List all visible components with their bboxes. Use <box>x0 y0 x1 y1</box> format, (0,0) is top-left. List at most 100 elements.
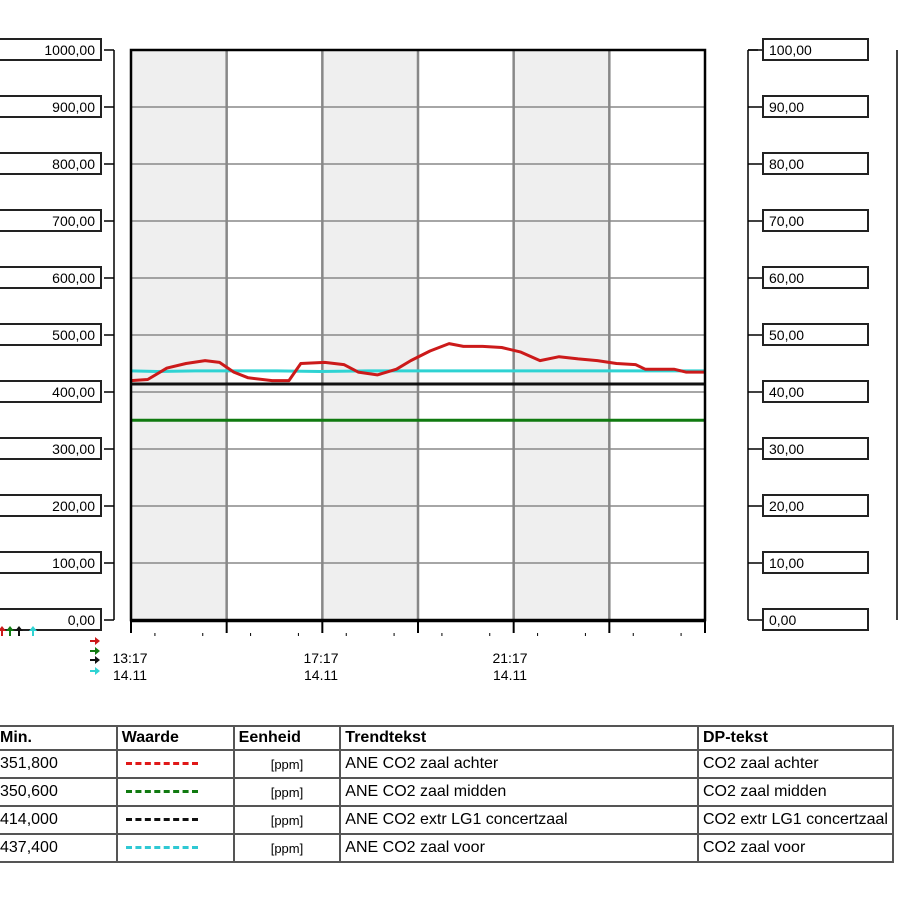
right-tick-box <box>762 551 869 574</box>
legend-trendtekst-cell: ANE CO2 zaal midden <box>339 777 699 807</box>
cyan-arrow-icon <box>29 626 37 636</box>
legend-min-cell: 350,600 <box>0 777 118 807</box>
right-tick-label: 60,00 <box>769 270 804 286</box>
black-arrow-icon <box>15 626 23 636</box>
left-tick-box <box>0 152 102 175</box>
green-arrow-icon <box>90 647 100 655</box>
header-eenheid: Eenheid <box>232 725 342 751</box>
left-tick-label: 900,00 <box>52 99 95 115</box>
arrow-shape <box>90 647 100 655</box>
right-tick-box <box>762 323 869 346</box>
header-dp-tekst: DP-tekst <box>697 725 894 751</box>
left-tick-label: 100,00 <box>52 555 95 571</box>
right-tick-box <box>762 380 869 403</box>
right-tick-label: 90,00 <box>769 99 804 115</box>
legend-dp-tekst-cell: CO2 zaal voor <box>697 833 894 863</box>
right-tick-box <box>762 437 869 460</box>
legend-trendtekst-cell: ANE CO2 zaal voor <box>339 833 699 863</box>
left-tick-label: 400,00 <box>52 384 95 400</box>
right-tick-box <box>762 95 869 118</box>
legend-table: Min. Waarde Eenheid Trendtekst DP-tekst … <box>0 725 894 863</box>
red-arrow-icon <box>0 626 6 636</box>
series-line <box>130 369 705 373</box>
right-tick-box <box>762 494 869 517</box>
right-tick-label: 100,00 <box>769 42 812 58</box>
right-axis: 100,00 90,00 80,00 70,00 60,00 50,00 40,00 30,0… <box>747 38 898 631</box>
time-tick-time: 17:17 <box>303 650 339 666</box>
time-tick-date: 14.11 <box>304 667 338 683</box>
legend-row: 437,400 [ppm] ANE CO2 zaal voor CO2 zaal vo… <box>0 833 894 863</box>
time-tick-label: 17:17 14.11 <box>291 650 351 684</box>
right-tick-label: 50,00 <box>769 327 804 343</box>
right-tick-box <box>762 608 869 631</box>
legend-dp-tekst-cell: CO2 zaal midden <box>697 777 894 807</box>
plot-grid <box>131 50 705 620</box>
right-tick-box <box>762 209 869 232</box>
header-min: Min. <box>0 725 118 751</box>
bottom-axis <box>130 619 706 636</box>
legend-min-cell: 414,000 <box>0 805 118 835</box>
right-tick-box <box>762 152 869 175</box>
right-tick-label: 20,00 <box>769 498 804 514</box>
trend-chart: 1000,00 900,00 800,00 700,00 600,00 500,00 400… <box>0 38 898 675</box>
series-ane-co2-zaal-voor <box>130 369 706 373</box>
series-line <box>130 342 705 383</box>
legend-row: 350,600 [ppm] ANE CO2 zaal midden CO2 zaal … <box>0 777 894 807</box>
arrow-shape <box>29 626 37 636</box>
left-tick-box <box>0 551 102 574</box>
legend-eenheid-cell: [ppm] <box>232 777 342 807</box>
left-tick-label: 1000,00 <box>44 42 95 58</box>
arrow-shape <box>90 637 100 645</box>
left-tick-box <box>0 494 102 517</box>
legend-header-row: Min. Waarde Eenheid Trendtekst DP-tekst <box>0 725 894 751</box>
red-arrow-icon <box>90 637 100 645</box>
legend-dp-tekst-cell: CO2 extr LG1 concertzaal <box>697 805 894 835</box>
arrow-shape <box>15 626 23 636</box>
left-axis: 1000,00 900,00 800,00 700,00 600,00 500,00 400… <box>0 38 115 631</box>
legend-waarde-cell <box>115 749 235 779</box>
legend-waarde-cell <box>115 833 235 863</box>
legend-eenheid-cell: [ppm] <box>232 805 342 835</box>
time-tick-time: 21:17 <box>492 650 528 666</box>
right-tick-label: 70,00 <box>769 213 804 229</box>
legend-line-sample <box>125 762 198 766</box>
right-tick-label: 0,00 <box>769 612 796 628</box>
time-tick-time: 13:17 <box>112 650 148 666</box>
legend-line-sample <box>125 846 198 850</box>
left-tick-label: 500,00 <box>52 327 95 343</box>
black-arrow-icon <box>90 656 100 664</box>
cyan-arrow-icon <box>90 667 100 675</box>
left-tick-box <box>0 38 102 61</box>
left-tick-label: 0,00 <box>68 612 95 628</box>
time-tick-date: 14.11 <box>113 667 147 683</box>
time-tick-date: 14.11 <box>493 667 527 683</box>
legend-dp-tekst-cell: CO2 zaal achter <box>697 749 894 779</box>
left-tick-label: 800,00 <box>52 156 95 172</box>
legend-min-cell: 351,800 <box>0 749 118 779</box>
legend-line-sample <box>125 818 198 822</box>
time-tick-label: 13:17 14.11 <box>100 650 160 684</box>
legend-eenheid-cell: [ppm] <box>232 833 342 863</box>
legend-trendtekst-cell: ANE CO2 extr LG1 concertzaal <box>339 805 699 835</box>
legend-waarde-cell <box>115 805 235 835</box>
left-tick-label: 600,00 <box>52 270 95 286</box>
legend-min-cell: 437,400 <box>0 833 118 863</box>
left-tick-label: 200,00 <box>52 498 95 514</box>
legend-trendtekst-cell: ANE CO2 zaal achter <box>339 749 699 779</box>
arrow-shape <box>0 626 6 636</box>
right-tick-label: 40,00 <box>769 384 804 400</box>
green-arrow-icon <box>6 626 14 636</box>
legend-line-sample <box>125 790 198 794</box>
header-waarde: Waarde <box>115 725 235 751</box>
header-trendtekst: Trendtekst <box>339 725 699 751</box>
arrow-shape <box>6 626 14 636</box>
time-tick-label: 21:17 14.11 <box>480 650 540 684</box>
left-tick-box <box>0 608 102 631</box>
right-tick-label: 80,00 <box>769 156 804 172</box>
left-tick-box <box>0 437 102 460</box>
arrow-shape <box>90 667 100 675</box>
left-tick-box <box>0 95 102 118</box>
legend-waarde-cell <box>115 777 235 807</box>
left-tick-label: 700,00 <box>52 213 95 229</box>
left-tick-box <box>0 266 102 289</box>
